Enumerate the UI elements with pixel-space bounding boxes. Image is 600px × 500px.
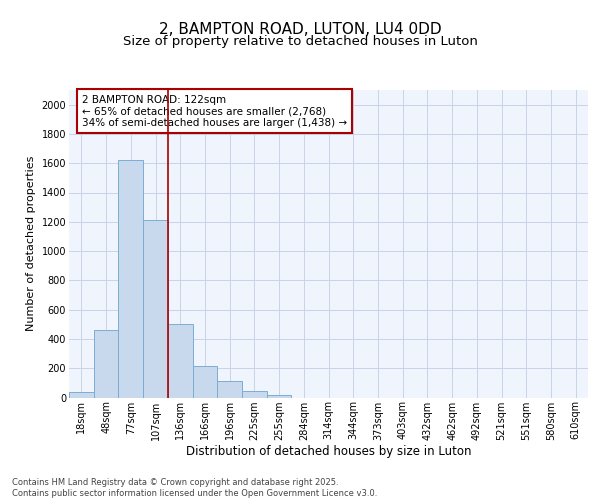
X-axis label: Distribution of detached houses by size in Luton: Distribution of detached houses by size …	[186, 446, 471, 458]
Bar	[94, 330, 118, 398]
Text: 2 BAMPTON ROAD: 122sqm
← 65% of detached houses are smaller (2,768)
34% of semi-: 2 BAMPTON ROAD: 122sqm ← 65% of detached…	[82, 94, 347, 128]
Bar	[217, 382, 242, 398]
Bar	[143, 220, 168, 398]
Bar	[168, 324, 193, 398]
Y-axis label: Number of detached properties: Number of detached properties	[26, 156, 36, 332]
Text: Contains HM Land Registry data © Crown copyright and database right 2025.
Contai: Contains HM Land Registry data © Crown c…	[12, 478, 377, 498]
Bar	[242, 391, 267, 398]
Bar	[69, 392, 94, 398]
Bar	[118, 160, 143, 398]
Text: 2, BAMPTON ROAD, LUTON, LU4 0DD: 2, BAMPTON ROAD, LUTON, LU4 0DD	[158, 22, 442, 38]
Bar	[267, 394, 292, 398]
Text: Size of property relative to detached houses in Luton: Size of property relative to detached ho…	[122, 35, 478, 48]
Bar	[193, 366, 217, 398]
